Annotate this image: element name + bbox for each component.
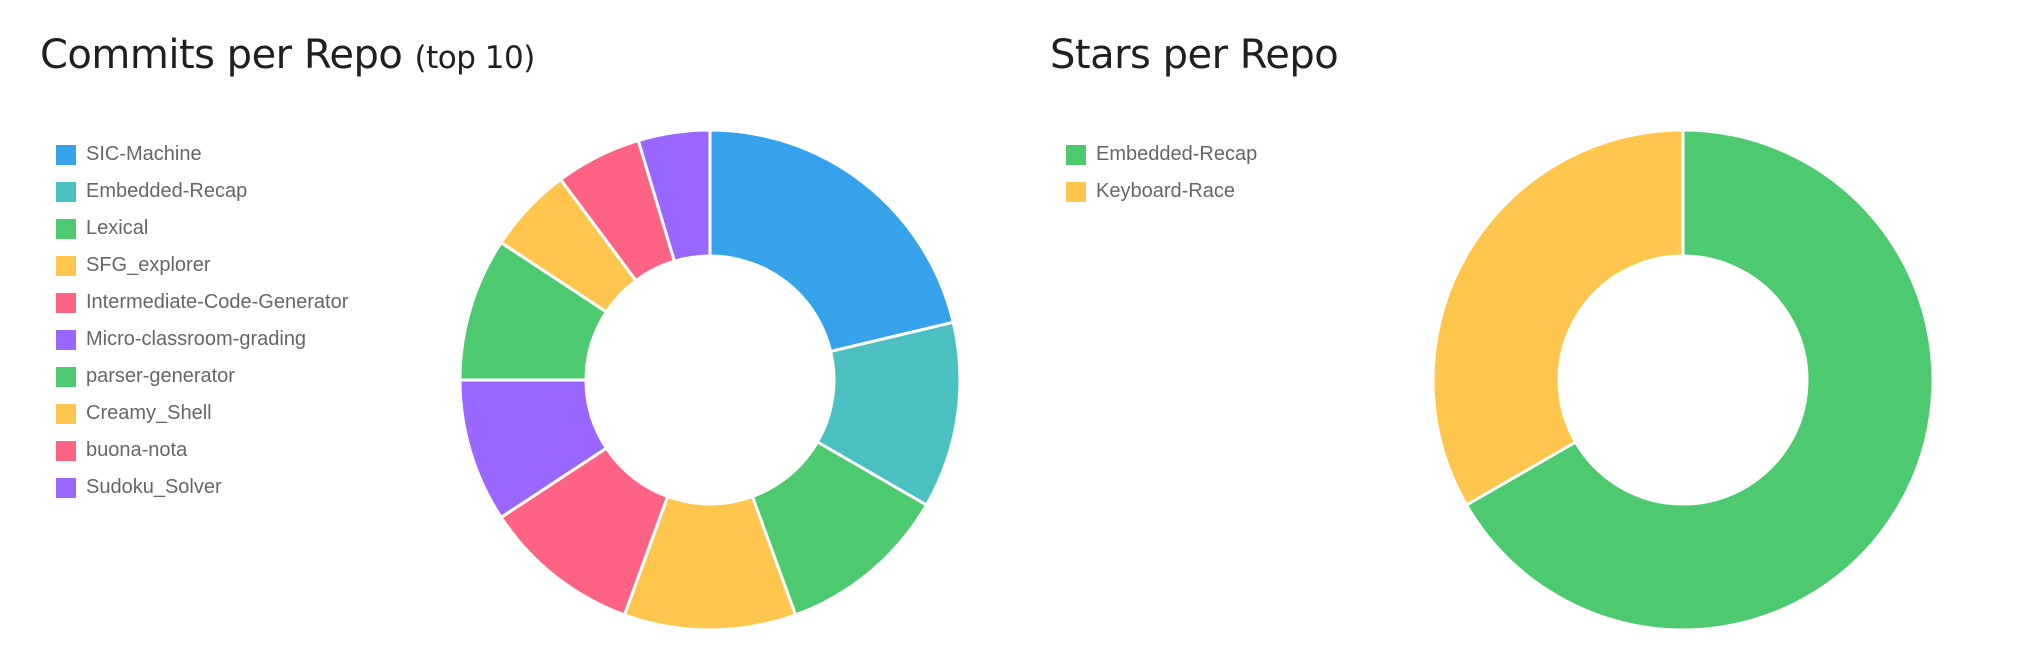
slice-keyboard-race[interactable] (1431, 128, 1685, 507)
legend-label: buona-nota (86, 439, 188, 461)
legend-swatch (56, 181, 76, 202)
legend-label: Creamy_Shell (86, 402, 212, 424)
stars-legend: Embedded-Recap Keyboard-Race (1066, 136, 1257, 210)
legend-label: SIC-Machine (86, 143, 202, 165)
commits-donut-chart (458, 128, 962, 632)
legend-item-sudoku-solver[interactable]: Sudoku_Solver (56, 469, 348, 506)
legend-item-embedded-recap[interactable]: Embedded-Recap (56, 173, 348, 210)
slice-sic-machine[interactable] (708, 128, 955, 353)
legend-swatch (56, 366, 76, 387)
commits-legend: SIC-Machine Embedded-Recap Lexical SFG_expl… (56, 136, 348, 506)
legend-item-parser-generator[interactable]: parser-generator (56, 358, 348, 395)
legend-label: parser-generator (86, 365, 235, 387)
legend-label: Embedded-Recap (1096, 143, 1258, 165)
legend-swatch (56, 477, 76, 498)
legend-item-sfg-explorer[interactable]: SFG_explorer (56, 247, 348, 284)
stars-chart-panel: Stars per Repo Embedded-Recap Keyboard-Ra… (1010, 0, 2020, 664)
legend-item-sic-machine[interactable]: SIC-Machine (56, 136, 348, 173)
legend-swatch (56, 440, 76, 461)
slice-embedded-recap[interactable] (1464, 128, 1935, 632)
legend-swatch (56, 144, 76, 165)
stars-chart-title: Stars per Repo (1050, 32, 1339, 78)
legend-swatch (56, 292, 76, 313)
legend-swatch (56, 329, 76, 350)
legend-swatch (56, 403, 76, 424)
legend-item-embedded-recap[interactable]: Embedded-Recap (1066, 136, 1257, 173)
legend-swatch (1066, 181, 1086, 202)
legend-label: Sudoku_Solver (86, 476, 222, 498)
legend-swatch (56, 218, 76, 239)
legend-item-lexical[interactable]: Lexical (56, 210, 348, 247)
legend-item-micro-classroom-grading[interactable]: Micro-classroom-grading (56, 321, 348, 358)
legend-swatch (56, 255, 76, 276)
legend-item-creamy-shell[interactable]: Creamy_Shell (56, 395, 348, 432)
commits-chart-title: Commits per Repo (top 10) (40, 32, 535, 78)
legend-label: Lexical (86, 217, 149, 239)
commits-chart-panel: Commits per Repo (top 10) SIC-Machine Emb… (0, 0, 1010, 664)
legend-item-keyboard-race[interactable]: Keyboard-Race (1066, 173, 1257, 210)
legend-label: Intermediate-Code-Generator (86, 291, 349, 313)
legend-label: Embedded-Recap (86, 180, 248, 202)
stars-donut-chart (1431, 128, 1935, 632)
legend-label: SFG_explorer (86, 254, 211, 276)
legend-item-buona-nota[interactable]: buona-nota (56, 432, 348, 469)
legend-label: Micro-classroom-grading (86, 328, 307, 350)
legend-swatch (1066, 144, 1086, 165)
slice-sudoku-solver[interactable] (636, 128, 712, 263)
legend-item-intermediate-code-generator[interactable]: Intermediate-Code-Generator (56, 284, 348, 321)
commits-chart-subtitle: (top 10) (414, 40, 536, 76)
legend-label: Keyboard-Race (1096, 180, 1235, 202)
